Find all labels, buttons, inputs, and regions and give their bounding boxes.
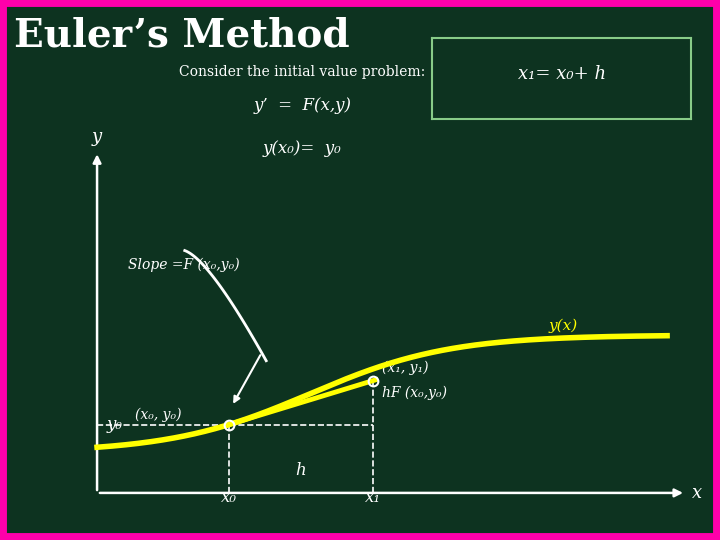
Text: Euler’s Method: Euler’s Method	[14, 16, 350, 54]
Text: hF (x₀,y₀): hF (x₀,y₀)	[382, 386, 447, 400]
Text: x₁= x₀+ h: x₁= x₀+ h	[518, 65, 606, 83]
Text: (x₁, y₁): (x₁, y₁)	[382, 360, 428, 375]
Text: x₁: x₁	[364, 489, 381, 506]
Text: x: x	[692, 484, 702, 502]
Text: Slope =F (x₀,y₀): Slope =F (x₀,y₀)	[128, 258, 240, 273]
Text: h: h	[295, 462, 306, 478]
Text: (x₀, y₀): (x₀, y₀)	[135, 408, 181, 422]
Text: x₀: x₀	[220, 489, 237, 506]
Text: y’  =  F(x,y): y’ = F(x,y)	[253, 97, 351, 114]
Text: Consider the initial value problem:: Consider the initial value problem:	[179, 65, 426, 79]
Text: y(x₀)=  y₀: y(x₀)= y₀	[263, 140, 342, 157]
Text: y(x): y(x)	[548, 319, 577, 333]
Text: y₀: y₀	[107, 416, 122, 433]
Text: y: y	[92, 128, 102, 146]
